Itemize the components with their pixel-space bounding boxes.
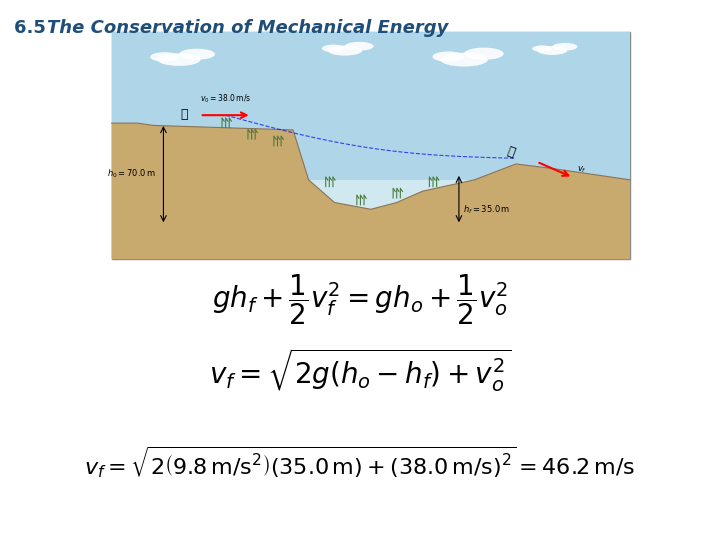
Text: $v_f = \sqrt{2\left(9.8\,\mathrm{m/s}^2\right)\left(35.0\,\mathrm{m}\right) + \l: $v_f = \sqrt{2\left(9.8\,\mathrm{m/s}^2\…	[84, 444, 636, 480]
Ellipse shape	[532, 45, 552, 52]
Text: $v_f$: $v_f$	[577, 164, 586, 175]
Ellipse shape	[464, 48, 504, 60]
Text: $h_f = 35.0\,\mathrm{m}$: $h_f = 35.0\,\mathrm{m}$	[462, 204, 510, 216]
Text: $gh_f + \dfrac{1}{2}v_f^2 = gh_o + \dfrac{1}{2}v_o^2$: $gh_f + \dfrac{1}{2}v_f^2 = gh_o + \dfra…	[212, 272, 508, 327]
Bar	[112, 32, 630, 259]
Text: 6.5: 6.5	[14, 19, 53, 37]
Ellipse shape	[552, 43, 577, 51]
Polygon shape	[112, 123, 630, 259]
Ellipse shape	[322, 45, 345, 52]
Bar	[112, 32, 630, 180]
Ellipse shape	[441, 53, 488, 66]
Text: $v_0 = 38.0\,\mathrm{m/s}$: $v_0 = 38.0\,\mathrm{m/s}$	[200, 93, 251, 105]
Text: 🏍: 🏍	[505, 145, 516, 159]
Ellipse shape	[158, 53, 201, 66]
Ellipse shape	[150, 52, 179, 62]
Ellipse shape	[328, 45, 362, 56]
Ellipse shape	[345, 42, 374, 51]
Text: $v_f = \sqrt{2g\left(h_o - h_f\right) + v_o^2}$: $v_f = \sqrt{2g\left(h_o - h_f\right) + …	[209, 346, 511, 394]
Text: The Conservation of Mechanical Energy: The Conservation of Mechanical Energy	[47, 19, 448, 37]
Ellipse shape	[179, 49, 215, 60]
Text: $h_0 = 70.0\,\mathrm{m}$: $h_0 = 70.0\,\mathrm{m}$	[107, 168, 156, 180]
Ellipse shape	[537, 46, 567, 55]
Ellipse shape	[433, 51, 464, 62]
Text: 🏍: 🏍	[181, 108, 188, 121]
